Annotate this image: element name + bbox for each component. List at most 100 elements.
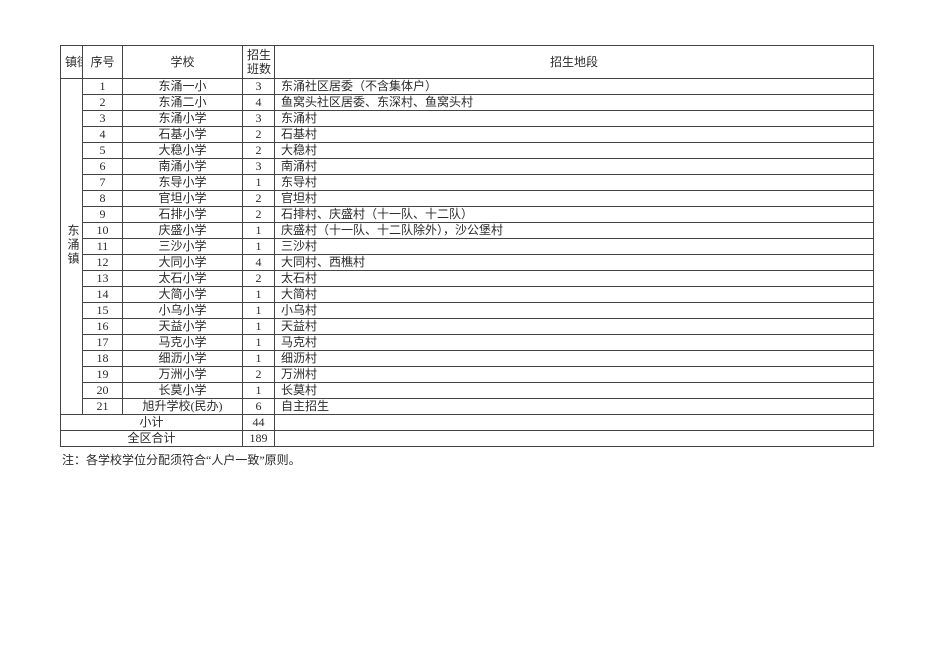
cell-area: 大同村、西樵村 — [275, 255, 874, 271]
cell-school: 天益小学 — [123, 319, 243, 335]
cell-classes: 1 — [243, 351, 275, 367]
hdr-area: 招生地段 — [275, 46, 874, 79]
cell-idx: 2 — [83, 95, 123, 111]
cell-school: 东涌小学 — [123, 111, 243, 127]
subtotal-classes: 44 — [243, 415, 275, 431]
subtotal-row: 小计44 — [61, 415, 874, 431]
hdr-classes: 招生班数 — [243, 46, 275, 79]
cell-classes: 3 — [243, 159, 275, 175]
table-row: 3东涌小学3东涌村 — [61, 111, 874, 127]
cell-school: 大同小学 — [123, 255, 243, 271]
table-row: 5大稳小学2大稳村 — [61, 143, 874, 159]
cell-classes: 6 — [243, 399, 275, 415]
cell-idx: 1 — [83, 79, 123, 95]
cell-school: 大稳小学 — [123, 143, 243, 159]
cell-idx: 7 — [83, 175, 123, 191]
cell-classes: 1 — [243, 239, 275, 255]
cell-area: 大稳村 — [275, 143, 874, 159]
hdr-town: 镇街 — [61, 46, 83, 79]
cell-area: 马克村 — [275, 335, 874, 351]
cell-school: 庆盛小学 — [123, 223, 243, 239]
cell-classes: 2 — [243, 191, 275, 207]
cell-classes: 3 — [243, 111, 275, 127]
table-row: 18细沥小学1细沥村 — [61, 351, 874, 367]
page: 镇街 序号 学校 招生班数 招生地段 东涌镇1东涌一小3东涌社区居委（不含集体户… — [0, 0, 934, 661]
table-row: 14大简小学1大简村 — [61, 287, 874, 303]
cell-area: 天益村 — [275, 319, 874, 335]
cell-area: 鱼窝头社区居委、东深村、鱼窝头村 — [275, 95, 874, 111]
table-row: 17马克小学1马克村 — [61, 335, 874, 351]
cell-school: 东涌一小 — [123, 79, 243, 95]
table-body: 东涌镇1东涌一小3东涌社区居委（不含集体户）2东涌二小4鱼窝头社区居委、东深村、… — [61, 79, 874, 447]
cell-classes: 2 — [243, 207, 275, 223]
cell-school: 石排小学 — [123, 207, 243, 223]
cell-classes: 1 — [243, 303, 275, 319]
cell-area: 南涌村 — [275, 159, 874, 175]
cell-area: 小乌村 — [275, 303, 874, 319]
table-row: 东涌镇1东涌一小3东涌社区居委（不含集体户） — [61, 79, 874, 95]
cell-area: 石排村、庆盛村（十一队、十二队） — [275, 207, 874, 223]
cell-idx: 11 — [83, 239, 123, 255]
cell-area: 东导村 — [275, 175, 874, 191]
cell-classes: 1 — [243, 223, 275, 239]
cell-area: 东涌村 — [275, 111, 874, 127]
table-row: 8官坦小学2官坦村 — [61, 191, 874, 207]
table-row: 12大同小学4大同村、西樵村 — [61, 255, 874, 271]
grand-area — [275, 431, 874, 447]
cell-school: 东导小学 — [123, 175, 243, 191]
subtotal-area — [275, 415, 874, 431]
cell-classes: 4 — [243, 95, 275, 111]
table-row: 10庆盛小学1庆盛村（十一队、十二队除外），沙公堡村 — [61, 223, 874, 239]
cell-classes: 2 — [243, 271, 275, 287]
cell-classes: 1 — [243, 287, 275, 303]
cell-idx: 8 — [83, 191, 123, 207]
cell-idx: 9 — [83, 207, 123, 223]
cell-school: 石基小学 — [123, 127, 243, 143]
table-row: 19万洲小学2万洲村 — [61, 367, 874, 383]
cell-idx: 16 — [83, 319, 123, 335]
cell-idx: 12 — [83, 255, 123, 271]
hdr-school: 学校 — [123, 46, 243, 79]
cell-school: 万洲小学 — [123, 367, 243, 383]
subtotal-label: 小计 — [61, 415, 243, 431]
table-row: 2东涌二小4鱼窝头社区居委、东深村、鱼窝头村 — [61, 95, 874, 111]
cell-classes: 1 — [243, 175, 275, 191]
table-row: 9石排小学2石排村、庆盛村（十一队、十二队） — [61, 207, 874, 223]
cell-classes: 2 — [243, 143, 275, 159]
cell-school: 官坦小学 — [123, 191, 243, 207]
footnote: 注：各学校学位分配须符合“人户一致”原则。 — [60, 451, 874, 468]
table-row: 13太石小学2太石村 — [61, 271, 874, 287]
grand-classes: 189 — [243, 431, 275, 447]
cell-idx: 18 — [83, 351, 123, 367]
cell-classes: 1 — [243, 319, 275, 335]
cell-idx: 13 — [83, 271, 123, 287]
table-row: 7东导小学1东导村 — [61, 175, 874, 191]
cell-area: 太石村 — [275, 271, 874, 287]
table-row: 15小乌小学1小乌村 — [61, 303, 874, 319]
cell-classes: 1 — [243, 383, 275, 399]
cell-idx: 20 — [83, 383, 123, 399]
grandtotal-row: 全区合计189 — [61, 431, 874, 447]
cell-classes: 4 — [243, 255, 275, 271]
cell-idx: 6 — [83, 159, 123, 175]
table-row: 6南涌小学3南涌村 — [61, 159, 874, 175]
cell-classes: 1 — [243, 335, 275, 351]
hdr-idx: 序号 — [83, 46, 123, 79]
cell-area: 东涌社区居委（不含集体户） — [275, 79, 874, 95]
table-row: 20长莫小学1长莫村 — [61, 383, 874, 399]
enrollment-table: 镇街 序号 学校 招生班数 招生地段 东涌镇1东涌一小3东涌社区居委（不含集体户… — [60, 45, 874, 447]
cell-area: 大简村 — [275, 287, 874, 303]
cell-school: 太石小学 — [123, 271, 243, 287]
cell-classes: 3 — [243, 79, 275, 95]
cell-school: 南涌小学 — [123, 159, 243, 175]
cell-idx: 3 — [83, 111, 123, 127]
cell-area: 三沙村 — [275, 239, 874, 255]
cell-school: 东涌二小 — [123, 95, 243, 111]
cell-classes: 2 — [243, 127, 275, 143]
cell-idx: 19 — [83, 367, 123, 383]
cell-idx: 5 — [83, 143, 123, 159]
cell-idx: 15 — [83, 303, 123, 319]
header-row: 镇街 序号 学校 招生班数 招生地段 — [61, 46, 874, 79]
cell-area: 细沥村 — [275, 351, 874, 367]
cell-school: 马克小学 — [123, 335, 243, 351]
